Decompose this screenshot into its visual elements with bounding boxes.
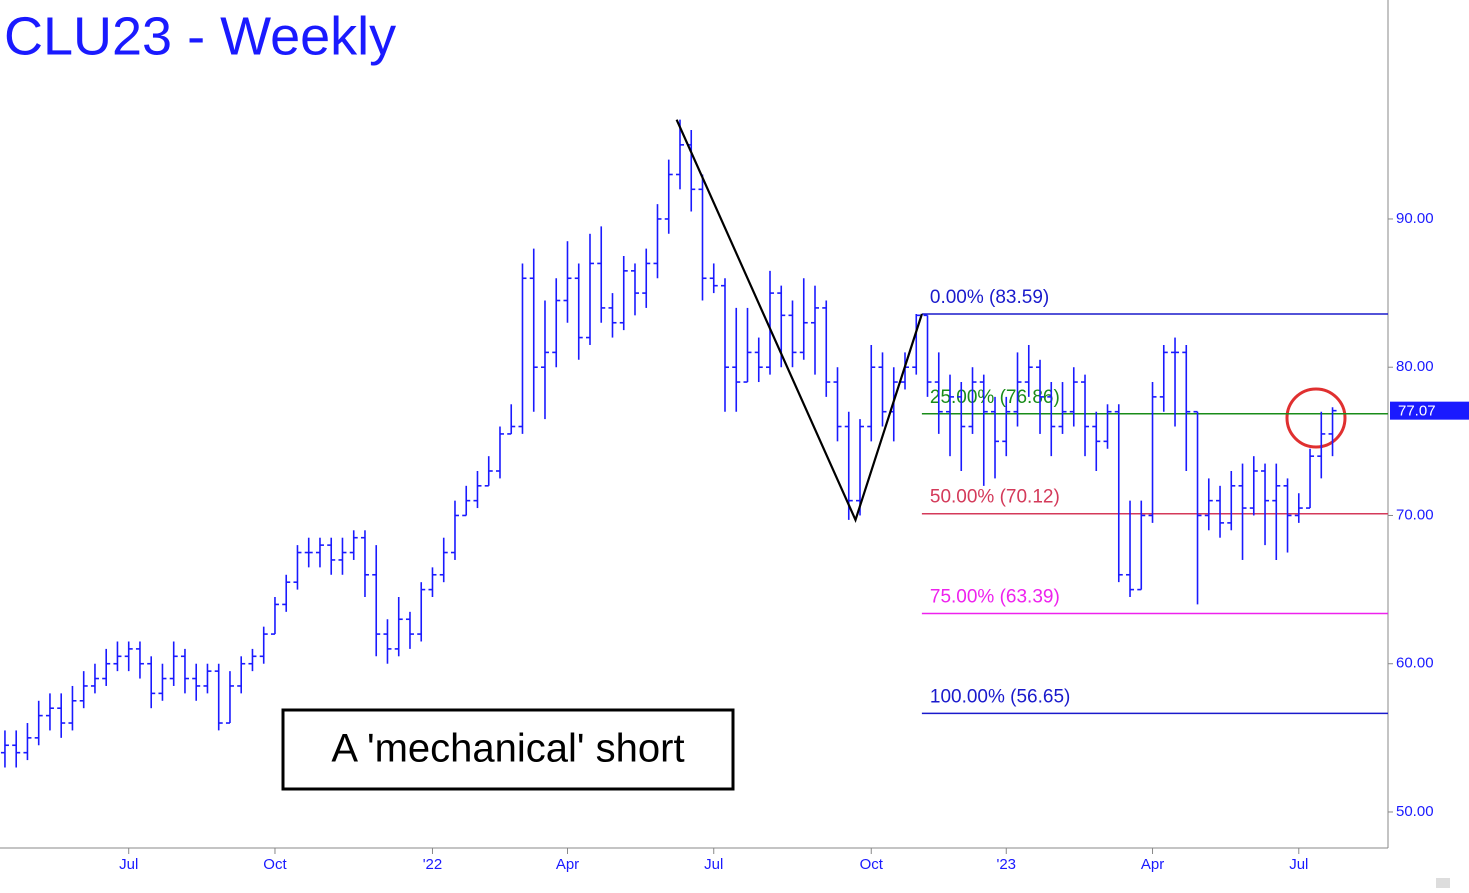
y-tick-label: 70.00	[1396, 506, 1434, 523]
y-tick-label: 50.00	[1396, 803, 1434, 820]
scroll-handle	[1436, 878, 1450, 888]
fib-label: 100.00% (56.65)	[930, 686, 1070, 707]
x-tick-label: '22	[423, 856, 443, 873]
last-price-label: 77.07	[1398, 403, 1436, 420]
fib-label: 50.00% (70.12)	[930, 487, 1060, 508]
annotation-box	[281, 708, 735, 791]
x-tick-label: Jul	[1289, 856, 1308, 873]
x-tick-label: Apr	[556, 856, 579, 873]
highlight-circle	[1285, 387, 1347, 449]
x-tick-label: Apr	[1141, 856, 1164, 873]
y-tick-label: 90.00	[1396, 210, 1434, 227]
y-tick-label: 80.00	[1396, 358, 1434, 375]
last-price-tag	[1390, 401, 1469, 420]
x-tick-label: Jul	[704, 856, 723, 873]
chart-title: CLU23 - Weekly	[4, 6, 396, 66]
annotation-text: A 'mechanical' short	[331, 727, 684, 771]
fib-label: 0.00% (83.59)	[930, 287, 1049, 308]
x-tick-label: Oct	[860, 856, 884, 873]
swing-line	[675, 119, 923, 523]
fib-label: 75.00% (63.39)	[930, 586, 1060, 607]
x-tick-label: Jul	[119, 856, 138, 873]
y-tick-label: 60.00	[1396, 655, 1434, 672]
x-tick-label: '23	[996, 856, 1016, 873]
x-tick-label: Oct	[263, 856, 287, 873]
